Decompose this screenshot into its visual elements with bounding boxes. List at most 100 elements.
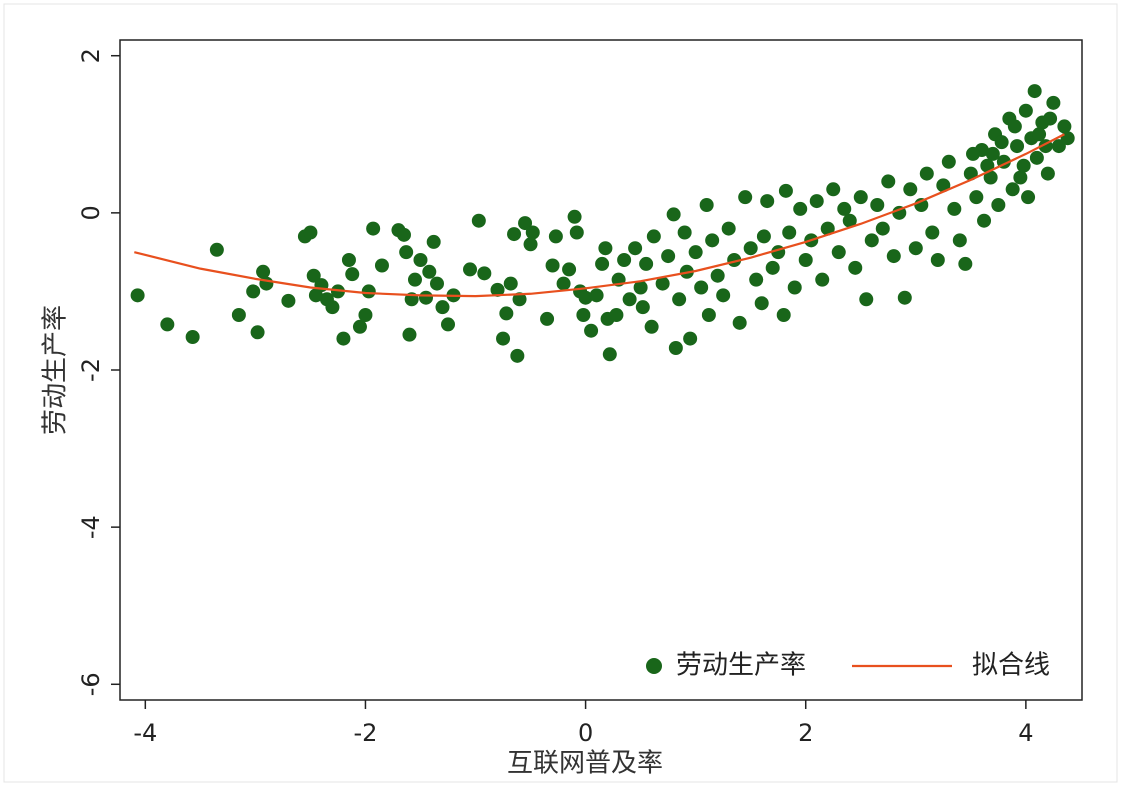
scatter-point: [635, 300, 650, 315]
scatter-point: [336, 331, 351, 346]
scatter-point: [919, 166, 934, 181]
scatter-point: [815, 272, 830, 287]
scatter-point: [1057, 119, 1072, 134]
scatter-point: [853, 190, 868, 205]
scatter-point: [512, 292, 527, 307]
scatter-point: [556, 276, 571, 291]
scatter-point: [677, 225, 692, 240]
scatter-point: [644, 319, 659, 334]
x-tick-label: 0: [578, 719, 593, 747]
scatter-point: [330, 284, 345, 299]
scatter-point: [1029, 150, 1044, 165]
scatter-point: [1005, 182, 1020, 197]
scatter-point: [941, 154, 956, 169]
scatter-point: [471, 213, 486, 228]
x-tick-label: -4: [133, 719, 157, 747]
scatter-point: [281, 293, 296, 308]
scatter-point: [864, 233, 879, 248]
scatter-point: [499, 306, 514, 321]
scatter-point: [683, 331, 698, 346]
scatter-point: [306, 268, 321, 283]
legend-label: 拟合线: [972, 651, 1050, 681]
scatter-point: [661, 249, 676, 264]
scatter-point: [1021, 190, 1036, 205]
legend-label: 劳动生产率: [676, 651, 806, 681]
scatter-point: [848, 260, 863, 275]
scatter-point: [859, 292, 874, 307]
plot-frame: [119, 39, 1083, 701]
scatter-point: [622, 292, 637, 307]
scatter-point: [672, 292, 687, 307]
scatter-point: [598, 241, 613, 256]
scatter-point: [716, 288, 731, 303]
scatter-point: [743, 241, 758, 256]
scatter-point: [345, 267, 360, 282]
scatter-point: [639, 256, 654, 271]
scatter-point: [820, 221, 835, 236]
scatter-point: [966, 146, 981, 161]
scatter-point: [1043, 111, 1058, 126]
scatter-point: [250, 325, 265, 340]
scatter-point: [1046, 95, 1061, 110]
scatter-point: [760, 194, 775, 209]
scatter-point: [341, 253, 356, 267]
scatter-point: [396, 227, 411, 242]
scatter-point: [983, 170, 998, 185]
scatter-point: [407, 272, 422, 287]
scatter-point: [399, 245, 414, 260]
scatter-point: [602, 347, 617, 362]
scatter-point: [776, 308, 791, 322]
scatter-point: [518, 216, 533, 231]
scatter-point: [705, 233, 720, 248]
scatter-point: [925, 225, 940, 240]
scatter-point: [699, 198, 714, 212]
scatter-point: [160, 317, 175, 332]
scatter-point: [969, 190, 984, 205]
scatter-point: [569, 225, 584, 240]
scatter-point: [562, 262, 577, 277]
scatter-point: [435, 300, 450, 315]
scatter-point: [646, 229, 661, 244]
scatter-point: [668, 341, 683, 355]
scatter-point: [787, 280, 802, 295]
scatter-point: [589, 288, 604, 303]
scatter-point: [441, 317, 456, 332]
scatter-point: [886, 249, 901, 264]
scatter-point: [738, 190, 753, 205]
scatter-point: [908, 241, 923, 256]
scatter-point: [765, 260, 780, 275]
scatter-point: [463, 262, 478, 277]
scatter-point: [694, 280, 709, 295]
scatter-point: [826, 182, 841, 197]
scatter-point: [510, 348, 525, 363]
scatter-point: [525, 225, 540, 240]
scatter-point: [325, 300, 340, 315]
scatter-point: [958, 256, 973, 271]
scatter-point: [422, 264, 437, 279]
scatter-point: [209, 242, 224, 257]
scatter-point: [793, 201, 808, 216]
fit-line: [134, 133, 1065, 298]
y-axis-title: 劳动生产率: [41, 305, 71, 435]
scatter-point: [754, 296, 769, 311]
scatter-point: [633, 280, 648, 295]
scatter-point: [503, 276, 518, 291]
scatter-point: [710, 268, 725, 283]
scatter-point: [831, 245, 846, 260]
scatter-point: [548, 229, 563, 244]
scatter-point: [477, 266, 492, 281]
scatter-point: [1060, 131, 1075, 146]
scatter-point: [1027, 84, 1042, 99]
scatter-point: [721, 221, 736, 236]
scatter-point: [523, 237, 538, 252]
scatter-point: [507, 227, 522, 242]
scatter-point: [985, 146, 1000, 161]
scatter-point: [732, 315, 747, 330]
scatter-point: [259, 276, 274, 291]
scatter-point: [185, 330, 200, 344]
scatter-point: [595, 256, 610, 271]
scatter-point: [798, 253, 813, 267]
scatter-point: [366, 221, 381, 236]
x-tick-label: -2: [353, 719, 377, 747]
